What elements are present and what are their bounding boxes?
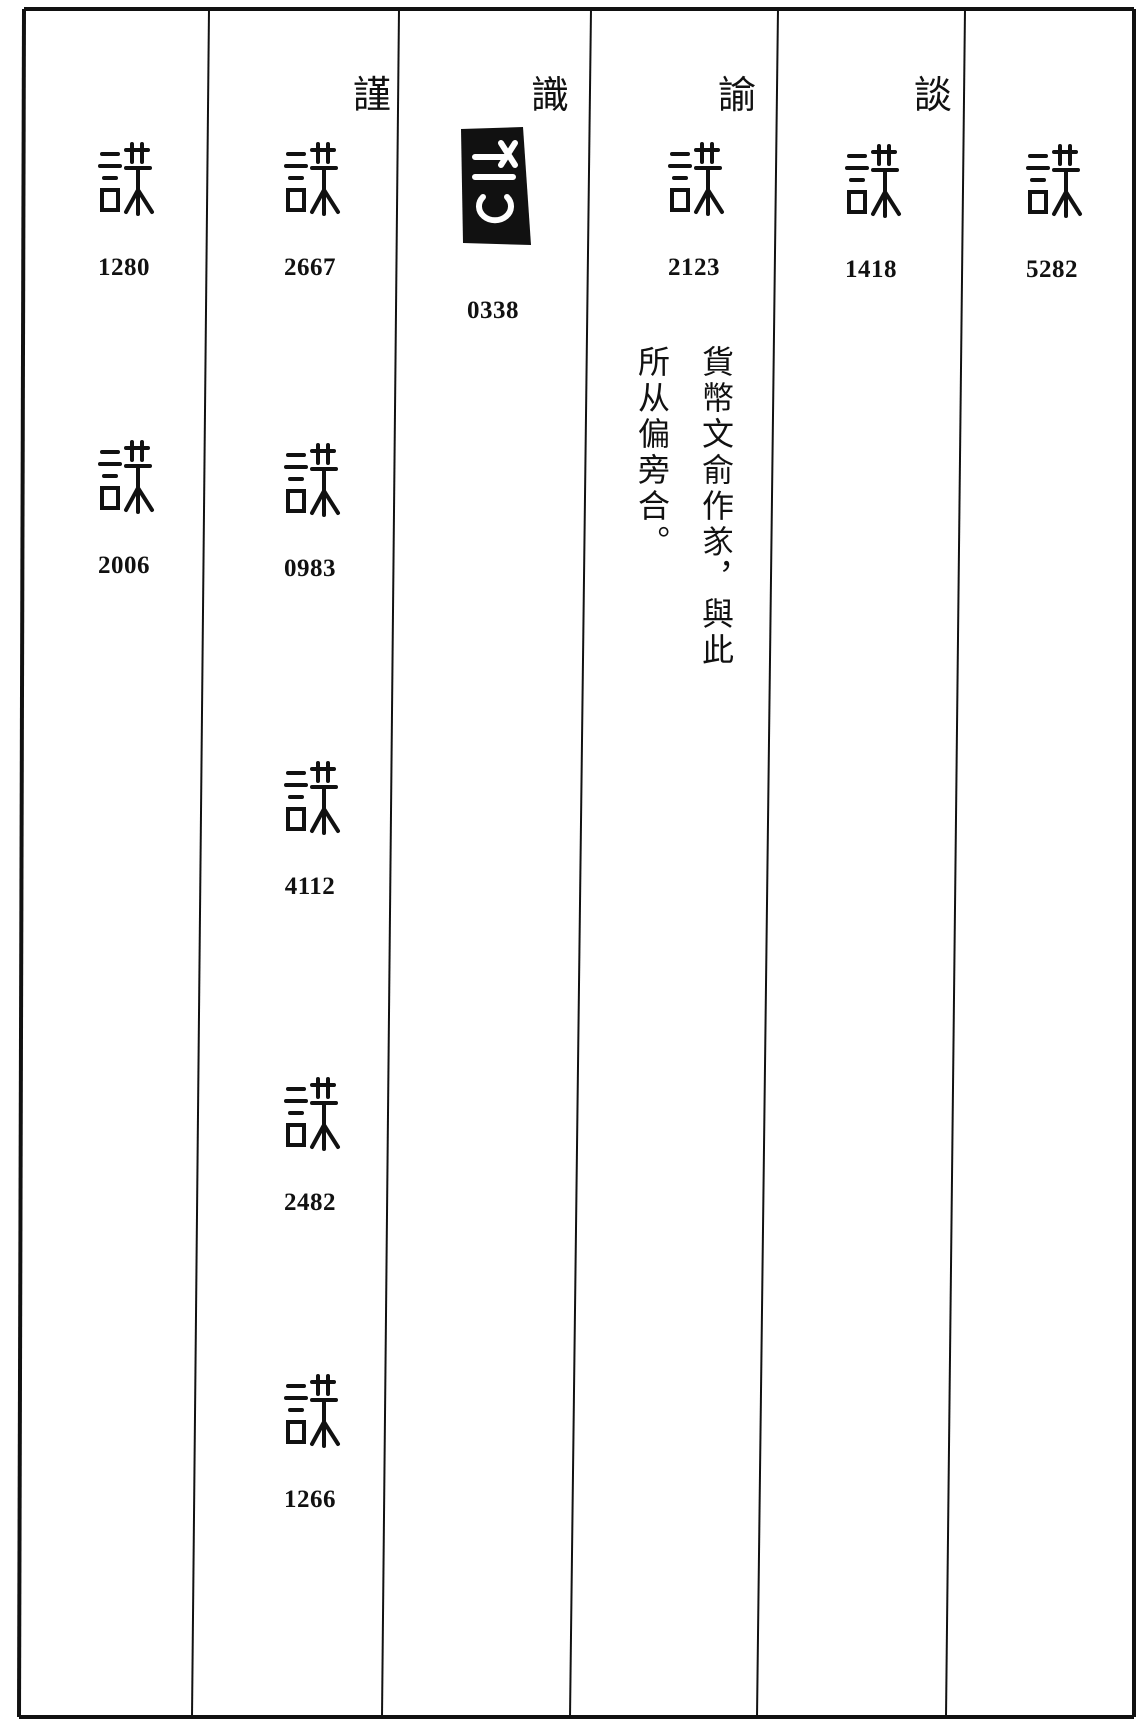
- column-rule: [756, 8, 779, 1718]
- seal-glyph: [668, 142, 724, 216]
- entry-number: 1418: [845, 256, 897, 283]
- entry-number: 2482: [284, 1189, 336, 1216]
- column-heading: 識: [530, 73, 570, 117]
- seal-stroke: [1026, 144, 1082, 218]
- seal-block: [461, 127, 531, 245]
- seal-stroke: [284, 142, 340, 216]
- note-text: 貨幣文俞作㒸，與此: [697, 345, 735, 669]
- seal-glyph: [98, 142, 154, 216]
- entry-number: 4112: [284, 873, 336, 900]
- seal-stroke: [668, 142, 724, 216]
- entry-number: 1266: [284, 1486, 336, 1513]
- entry-number: 5282: [1026, 256, 1078, 283]
- seal-glyph: [284, 761, 340, 835]
- seal-glyph: [284, 142, 340, 216]
- seal-stroke: [284, 761, 340, 835]
- column-heading: 謹: [352, 73, 392, 117]
- column-rule: [17, 8, 26, 1718]
- column-rule: [945, 8, 966, 1718]
- seal-glyph: [284, 1077, 340, 1151]
- entry-number: 2123: [668, 254, 720, 281]
- column-rule: [569, 8, 592, 1718]
- seal-glyph: [845, 144, 901, 218]
- column-heading: 諭: [717, 73, 757, 117]
- seal-stroke: [98, 440, 154, 514]
- seal-glyph: [284, 1374, 340, 1448]
- entry-number: 0338: [467, 297, 519, 324]
- entry-number: 2667: [284, 254, 336, 281]
- seal-stroke: [284, 443, 340, 517]
- column-rule: [381, 8, 400, 1718]
- column-heading: 談: [913, 73, 953, 117]
- seal-stroke: [845, 144, 901, 218]
- note-text: 所从偏旁合。: [633, 345, 671, 561]
- entry-number: 2006: [98, 552, 150, 579]
- seal-glyph: [461, 127, 531, 245]
- seal-glyph: [98, 440, 154, 514]
- column-rule: [191, 8, 210, 1718]
- entry-number: 0983: [284, 555, 336, 582]
- seal-glyph: [284, 443, 340, 517]
- seal-stroke: [472, 140, 518, 224]
- seal-stroke: [284, 1374, 340, 1448]
- seal-glyph: [1026, 144, 1082, 218]
- seal-stroke: [98, 142, 154, 216]
- seal-stroke: [284, 1077, 340, 1151]
- entry-number: 1280: [98, 254, 150, 281]
